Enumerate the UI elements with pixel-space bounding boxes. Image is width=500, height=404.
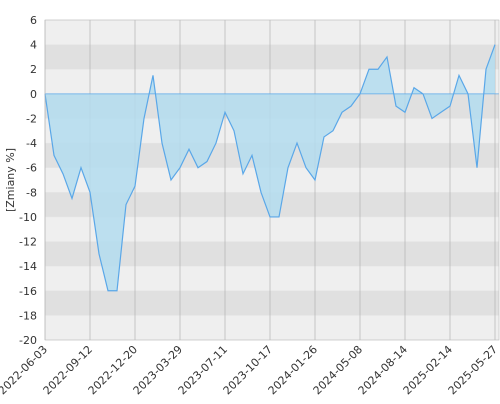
y-axis-label: [Zmiany %] bbox=[4, 148, 17, 212]
y-tick-label: -2 bbox=[26, 112, 37, 125]
y-tick-label: -8 bbox=[26, 186, 37, 199]
y-tick-label: -20 bbox=[19, 334, 37, 347]
grid-band bbox=[45, 290, 499, 316]
grid-band bbox=[45, 44, 499, 70]
y-tick-label: -14 bbox=[19, 260, 37, 273]
y-tick-label: -6 bbox=[26, 162, 37, 175]
y-tick-label: 0 bbox=[30, 88, 37, 101]
y-tick-label: 6 bbox=[30, 14, 37, 27]
y-tick-label: -4 bbox=[26, 137, 37, 150]
y-tick-label: -12 bbox=[19, 236, 37, 249]
plot-border bbox=[44, 19, 500, 341]
line bbox=[44, 44, 496, 292]
y-tick-label: -18 bbox=[19, 309, 37, 322]
y-tick-label: 4 bbox=[30, 39, 37, 52]
y-tick-label: 2 bbox=[30, 63, 37, 76]
y-tick-label: -10 bbox=[19, 211, 37, 224]
y-tick-label: -16 bbox=[19, 285, 37, 298]
